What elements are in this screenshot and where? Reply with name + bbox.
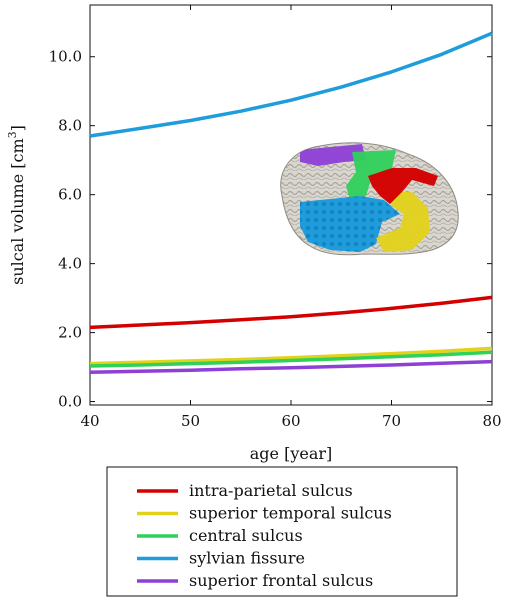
series-line-central-sulcus (89, 350, 493, 368)
y-tick-label: 0.0 (58, 393, 82, 411)
superior-frontal-region (300, 144, 366, 166)
legend-label-superior-frontal-sulcus: superior frontal sulcus (189, 571, 373, 590)
y-axis-label: sulcal volume [cm3] (6, 125, 27, 285)
x-axis-ticks: 40 50 60 70 80 (80, 5, 502, 430)
series-lines (89, 31, 493, 374)
legend-label-superior-temporal-sulcus: superior temporal sulcus (189, 504, 392, 523)
series-line-intra-parietal-sulcus (89, 295, 493, 330)
y-tick-label: 6.0 (58, 186, 82, 204)
x-tick-label: 70 (382, 412, 401, 430)
series-line-superior-temporal-sulcus (89, 346, 493, 366)
series-line-superior-frontal-sulcus (89, 359, 493, 374)
superior-temporal-region (376, 192, 430, 252)
x-tick-label: 50 (181, 412, 200, 430)
y-axis-ticks: 0.0 2.0 4.0 6.0 8.0 10.0 (49, 48, 492, 411)
sylvian-region (300, 196, 400, 252)
y-tick-label: 2.0 (58, 324, 82, 342)
intra-parietal-region (368, 168, 438, 204)
x-tick-label: 60 (281, 412, 300, 430)
legend-label-intra-parietal-sulcus: intra-parietal sulcus (189, 481, 353, 500)
y-axis-label-sup: 3 (6, 131, 19, 138)
brain-render-inset (280, 142, 459, 256)
legend-label-central-sulcus: central sulcus (189, 526, 303, 545)
y-tick-label: 10.0 (49, 48, 82, 66)
x-tick-label: 40 (80, 412, 99, 430)
legend: intra-parietal sulcus superior temporal s… (137, 481, 392, 590)
y-axis-label-close: ] (8, 125, 27, 131)
legend-box (106, 466, 458, 597)
y-axis-label-text: sulcal volume [cm (8, 138, 27, 285)
legend-label-sylvian-fissure: sylvian fissure (189, 549, 305, 568)
x-tick-label: 80 (482, 412, 501, 430)
y-tick-label: 4.0 (58, 255, 82, 273)
x-axis-label: age [year] (250, 444, 333, 463)
series-line-sylvian-fissure (89, 31, 493, 138)
y-tick-label: 8.0 (58, 117, 82, 135)
